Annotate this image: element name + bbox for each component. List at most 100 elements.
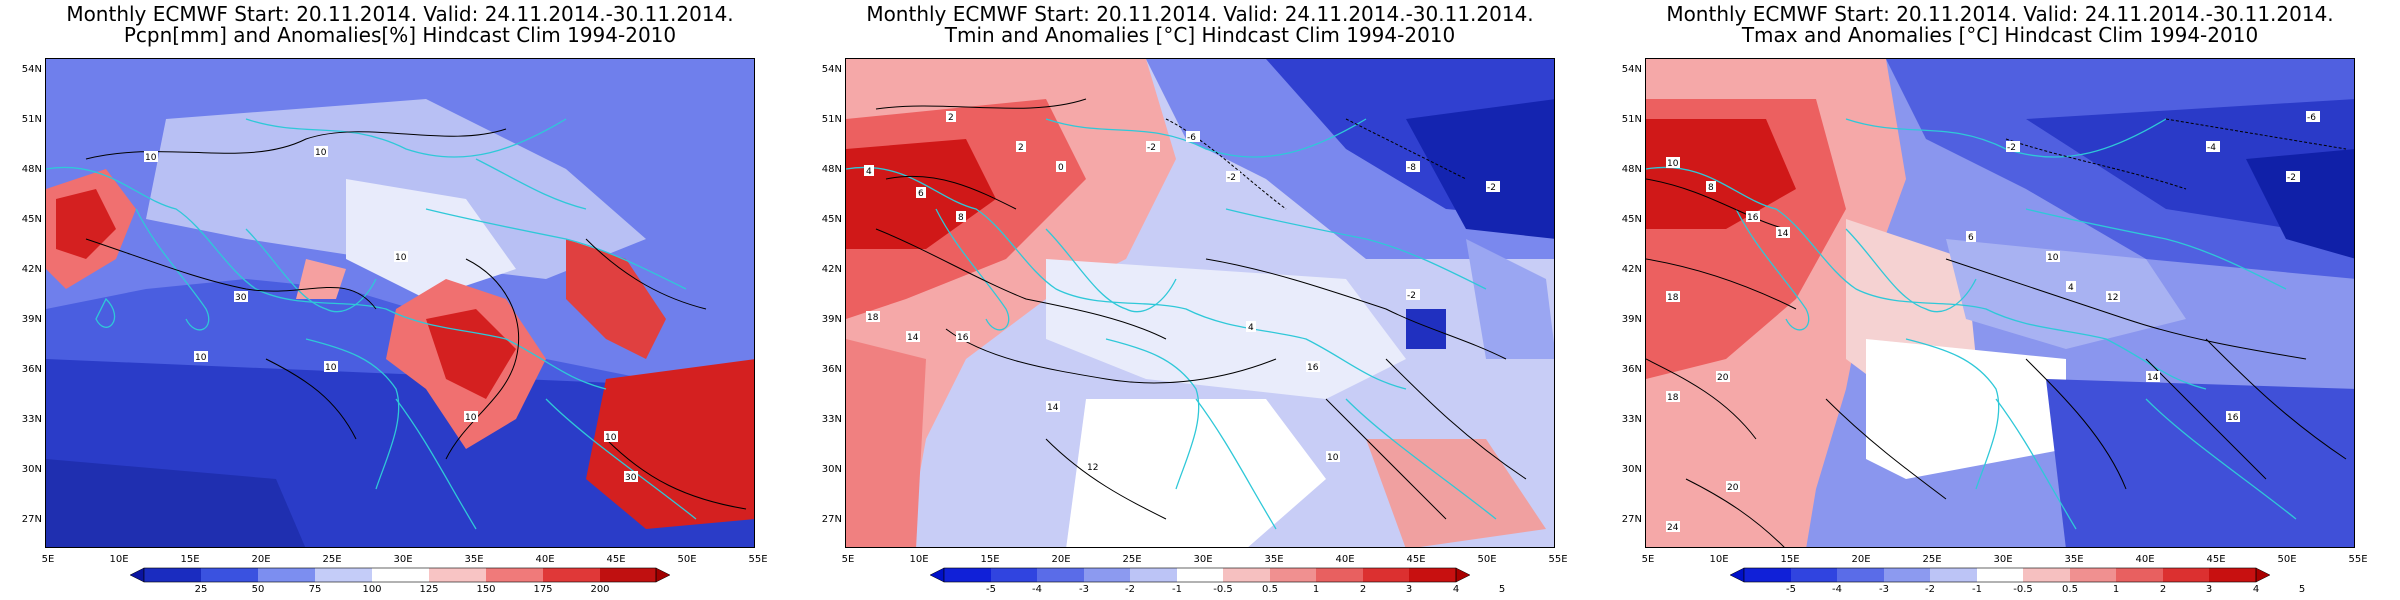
lon-label: 25E xyxy=(1122,554,1142,565)
contour-label: 16 xyxy=(1307,363,1319,373)
lat-label: 48N xyxy=(1621,164,1642,175)
lat-label: 39N xyxy=(1621,314,1642,325)
lon-label: 15E xyxy=(1780,554,1800,565)
lon-label: 40E xyxy=(2135,554,2155,565)
lat-label: 27N xyxy=(21,514,42,525)
lon-label: 55E xyxy=(1548,554,1568,565)
contour-label: 8 xyxy=(1708,183,1714,193)
colorbar-label: -2 xyxy=(1925,584,1935,595)
lon-label: 45E xyxy=(1406,554,1426,565)
contour-label: 12 xyxy=(2107,293,2118,303)
lon-label: 35E xyxy=(464,554,484,565)
tmax-panel: Monthly ECMWF Start: 20.11.2014. Valid: … xyxy=(1600,0,2400,600)
contour-label: 6 xyxy=(1968,233,1974,243)
lon-label: 15E xyxy=(980,554,1000,565)
contour-label: -2 xyxy=(2007,143,2016,153)
colorbar-label: 4 xyxy=(2252,584,2260,595)
colorbar-label: 5 xyxy=(1498,584,1506,595)
contour-label: 4 xyxy=(1248,323,1254,333)
lat-label: 39N xyxy=(821,314,842,325)
lon-label: 40E xyxy=(535,554,555,565)
lon-label: 10E xyxy=(1709,554,1729,565)
contour-label: -4 xyxy=(2207,143,2216,153)
lon-label: 20E xyxy=(251,554,271,565)
lat-label: 36N xyxy=(821,364,842,375)
panel-title-line2: Tmin and Anomalies [°C] Hindcast Clim 19… xyxy=(944,23,1456,47)
lon-label: 45E xyxy=(2206,554,2226,565)
panel-title-line2: Tmax and Anomalies [°C] Hindcast Clim 19… xyxy=(1741,23,2259,47)
lon-label: 15E xyxy=(180,554,200,565)
lon-label: 20E xyxy=(1051,554,1071,565)
tmin-map: 2 4 6 8 2 0 -2 -6 -2 -8 -2 14 18 16 14 1… xyxy=(845,58,1555,548)
lat-label: 51N xyxy=(21,114,42,125)
precip-map: 10 10 10 10 30 10 10 10 30 xyxy=(45,58,755,548)
colorbar-label: -1 xyxy=(1972,584,1982,595)
contour-label: 10 xyxy=(2047,253,2059,263)
tmax-colorbar xyxy=(1729,567,2271,583)
lat-label: 42N xyxy=(21,264,42,275)
lon-label: 5E xyxy=(841,554,855,565)
colorbar-label: 200 xyxy=(590,584,610,595)
contour-label: 20 xyxy=(1717,373,1729,383)
lat-label: 45N xyxy=(1621,214,1642,225)
lat-label: 33N xyxy=(21,414,42,425)
colorbar-label: 4 xyxy=(1452,584,1460,595)
panel-title-line1: Monthly ECMWF Start: 20.11.2014. Valid: … xyxy=(1666,2,2334,26)
contour-label: 10 xyxy=(325,363,337,373)
contour-label: 18 xyxy=(867,313,879,323)
colorbar-label: -4 xyxy=(1832,584,1842,595)
tmax-map: 10 8 16 14 18 20 18 20 -2 -4 -2 -6 6 4 1… xyxy=(1645,58,2355,548)
lat-label: 45N xyxy=(821,214,842,225)
lat-label: 30N xyxy=(1621,464,1642,475)
colorbar-label: -3 xyxy=(1079,584,1089,595)
contour-label: 4 xyxy=(866,167,872,177)
contour-label: 10 xyxy=(145,153,157,163)
contour-label: 24 xyxy=(1667,523,1679,533)
lon-label: 45E xyxy=(606,554,626,565)
lat-label: 36N xyxy=(1621,364,1642,375)
contour-label: 12 xyxy=(1087,463,1098,473)
colorbar-label: 0.5 xyxy=(1262,584,1278,595)
contour-label: 20 xyxy=(1727,483,1739,493)
contour-label: 18 xyxy=(1667,393,1679,403)
lon-label: 35E xyxy=(1264,554,1284,565)
contour-label: -2 xyxy=(1227,173,1236,183)
colorbar-label: 1 xyxy=(2112,584,2120,595)
contour-label: 10 xyxy=(605,433,617,443)
colorbar-label: 75 xyxy=(308,584,322,595)
contour-label: -6 xyxy=(2307,113,2316,123)
lon-label: 50E xyxy=(677,554,697,565)
colorbar-label: 3 xyxy=(2205,584,2213,595)
contour-label: 10 xyxy=(1327,453,1339,463)
lat-label: 48N xyxy=(21,164,42,175)
panel-title-line2: Pcpn[mm] and Anomalies[%] Hindcast Clim … xyxy=(123,23,677,47)
contour-label: 8 xyxy=(958,213,964,223)
contour-label: 2 xyxy=(1018,143,1024,153)
colorbar-label: -4 xyxy=(1032,584,1042,595)
colorbar-label: -2 xyxy=(1125,584,1135,595)
contour-label: 14 xyxy=(1047,403,1059,413)
contour-label: 2 xyxy=(948,113,954,123)
lat-label: 48N xyxy=(821,164,842,175)
colorbar-label: -3 xyxy=(1879,584,1889,595)
contour-label: 10 xyxy=(315,148,327,158)
lat-label: 30N xyxy=(821,464,842,475)
lat-label: 42N xyxy=(1621,264,1642,275)
contour-label: 10 xyxy=(465,413,477,423)
colorbar-label: 100 xyxy=(362,584,382,595)
lon-label: 35E xyxy=(2064,554,2084,565)
contour-label: 6 xyxy=(918,189,924,199)
panel-title-line1: Monthly ECMWF Start: 20.11.2014. Valid: … xyxy=(866,2,1534,26)
lat-label: 54N xyxy=(21,64,42,75)
colorbar-label: 2 xyxy=(1359,584,1367,595)
lat-label: 30N xyxy=(21,464,42,475)
tmin-colorbar xyxy=(929,567,1471,583)
lat-label: 27N xyxy=(1621,514,1642,525)
colorbar-label: 25 xyxy=(194,584,208,595)
contour-label: 30 xyxy=(625,473,637,483)
colorbar-label: 2 xyxy=(2159,584,2167,595)
contour-label: 14 xyxy=(1777,229,1789,239)
colorbar-label: 150 xyxy=(476,584,496,595)
tmin-panel: Monthly ECMWF Start: 20.11.2014. Valid: … xyxy=(800,0,1600,600)
lat-label: 54N xyxy=(821,64,842,75)
